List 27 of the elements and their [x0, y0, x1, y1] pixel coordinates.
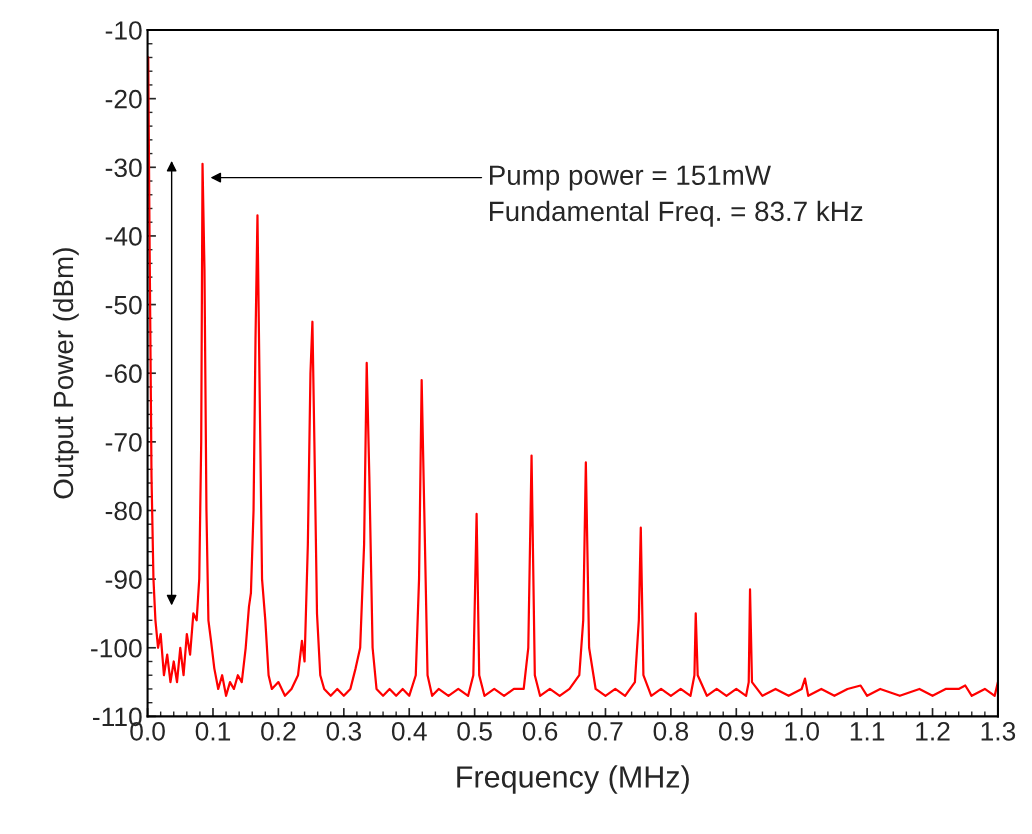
- x-tick-label: 1.1: [850, 722, 885, 741]
- x-tick-label: 0.3: [326, 721, 361, 741]
- y-tick-label: -50: [105, 295, 142, 315]
- x-tick-label: 0.6: [522, 721, 558, 741]
- x-tick-label: 0.7: [588, 721, 623, 741]
- x-tick-label: 0.4: [391, 721, 427, 741]
- y-tick-label: -60: [105, 364, 142, 384]
- y-axis-title: Output Power (dBm): [52, 248, 79, 499]
- y-tick-label: -80: [105, 501, 142, 521]
- y-tick-label: -10: [105, 21, 142, 40]
- y-tick-label: -30: [105, 158, 142, 178]
- x-tick-label: 1.2: [916, 721, 950, 741]
- x-tick-label: 1.0: [785, 721, 820, 741]
- x-tick-label: 0.1: [195, 721, 231, 741]
- y-tick-label: -90: [105, 570, 142, 589]
- x-tick-label: 0.8: [653, 721, 689, 741]
- y-tick-label: -100: [91, 638, 142, 658]
- y-tick-label: -70: [105, 432, 142, 452]
- x-tick-label: 1.3: [981, 721, 1016, 741]
- x-tick-label: 0.9: [718, 721, 754, 741]
- annotation: Pump power = 151mW: [490, 165, 771, 191]
- annotation: Fundamental Freq. = 83.7 kHz: [490, 200, 863, 227]
- x-axis-title: Frequency (MHz): [457, 765, 689, 794]
- y-tick-label: -20: [105, 89, 142, 109]
- x-tick-label: 0.2: [261, 721, 296, 741]
- y-tick-label: -40: [105, 227, 142, 246]
- x-tick-label: 0.5: [457, 721, 492, 741]
